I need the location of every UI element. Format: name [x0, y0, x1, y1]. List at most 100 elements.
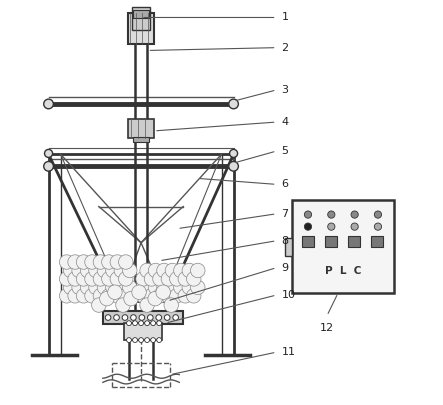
Circle shape — [182, 280, 197, 294]
Circle shape — [116, 298, 130, 312]
Circle shape — [85, 255, 99, 269]
Circle shape — [114, 263, 128, 278]
Circle shape — [304, 223, 311, 230]
Circle shape — [178, 289, 193, 303]
Text: 3: 3 — [281, 85, 288, 95]
Circle shape — [106, 263, 120, 278]
Circle shape — [229, 149, 237, 158]
Text: 6: 6 — [281, 179, 288, 190]
Circle shape — [119, 272, 133, 286]
Circle shape — [85, 272, 99, 286]
Circle shape — [144, 289, 159, 303]
Circle shape — [148, 315, 153, 320]
Circle shape — [153, 272, 167, 286]
Text: 12: 12 — [320, 323, 334, 333]
Circle shape — [145, 338, 149, 343]
Bar — [348, 236, 360, 247]
Circle shape — [229, 99, 238, 109]
Circle shape — [122, 315, 128, 320]
Circle shape — [173, 315, 179, 320]
Circle shape — [328, 211, 335, 218]
Circle shape — [182, 263, 197, 278]
Bar — [103, 311, 183, 324]
Circle shape — [132, 285, 146, 299]
Circle shape — [127, 338, 132, 343]
Circle shape — [59, 255, 74, 269]
Circle shape — [157, 280, 171, 294]
Circle shape — [161, 272, 175, 286]
Circle shape — [187, 272, 201, 286]
Circle shape — [140, 280, 154, 294]
Circle shape — [76, 255, 91, 269]
Circle shape — [97, 263, 112, 278]
Bar — [128, 119, 154, 138]
Bar — [325, 236, 337, 247]
Circle shape — [164, 315, 170, 320]
Circle shape — [92, 298, 106, 312]
Circle shape — [165, 280, 180, 294]
Circle shape — [80, 263, 95, 278]
Circle shape — [123, 263, 137, 278]
Bar — [292, 200, 394, 293]
Circle shape — [110, 255, 124, 269]
Circle shape — [151, 321, 155, 326]
Circle shape — [59, 289, 74, 303]
Circle shape — [132, 338, 137, 343]
Circle shape — [93, 272, 108, 286]
Circle shape — [139, 315, 145, 320]
Circle shape — [85, 289, 99, 303]
Circle shape — [63, 263, 78, 278]
Circle shape — [80, 280, 95, 294]
Circle shape — [123, 280, 137, 294]
Circle shape — [76, 289, 91, 303]
Circle shape — [97, 280, 112, 294]
Circle shape — [114, 280, 128, 294]
Circle shape — [119, 255, 133, 269]
Circle shape — [105, 315, 111, 320]
Circle shape — [127, 321, 132, 326]
Text: 10: 10 — [281, 290, 295, 300]
Circle shape — [164, 298, 179, 312]
Circle shape — [45, 149, 53, 158]
Circle shape — [101, 289, 116, 303]
Circle shape — [153, 289, 167, 303]
Text: 4: 4 — [281, 117, 288, 127]
Circle shape — [151, 338, 155, 343]
Circle shape — [68, 289, 82, 303]
Text: 5: 5 — [281, 146, 288, 156]
Text: 2: 2 — [281, 43, 288, 53]
Circle shape — [139, 338, 144, 343]
Bar — [133, 136, 149, 142]
Text: 1: 1 — [281, 13, 288, 23]
Circle shape — [68, 255, 82, 269]
Circle shape — [131, 315, 136, 320]
Circle shape — [100, 291, 114, 306]
Circle shape — [174, 263, 188, 278]
Bar — [371, 236, 383, 247]
Circle shape — [139, 321, 144, 326]
Circle shape — [89, 263, 103, 278]
Text: 8: 8 — [281, 236, 288, 246]
Circle shape — [174, 280, 188, 294]
Circle shape — [72, 263, 86, 278]
Circle shape — [63, 280, 78, 294]
Circle shape — [148, 291, 163, 306]
Circle shape — [351, 223, 358, 230]
Circle shape — [157, 263, 171, 278]
Circle shape — [101, 272, 116, 286]
Circle shape — [351, 211, 358, 218]
Circle shape — [374, 211, 381, 218]
Circle shape — [76, 272, 91, 286]
Circle shape — [178, 272, 193, 286]
Circle shape — [124, 291, 138, 306]
Circle shape — [144, 272, 159, 286]
Text: 9: 9 — [281, 263, 288, 273]
Bar — [133, 10, 149, 18]
Circle shape — [140, 263, 154, 278]
Text: 11: 11 — [281, 347, 295, 357]
Text: P  L  C: P L C — [325, 266, 361, 276]
Circle shape — [136, 289, 150, 303]
Circle shape — [328, 223, 335, 230]
Circle shape — [108, 285, 122, 299]
Circle shape — [157, 321, 162, 326]
